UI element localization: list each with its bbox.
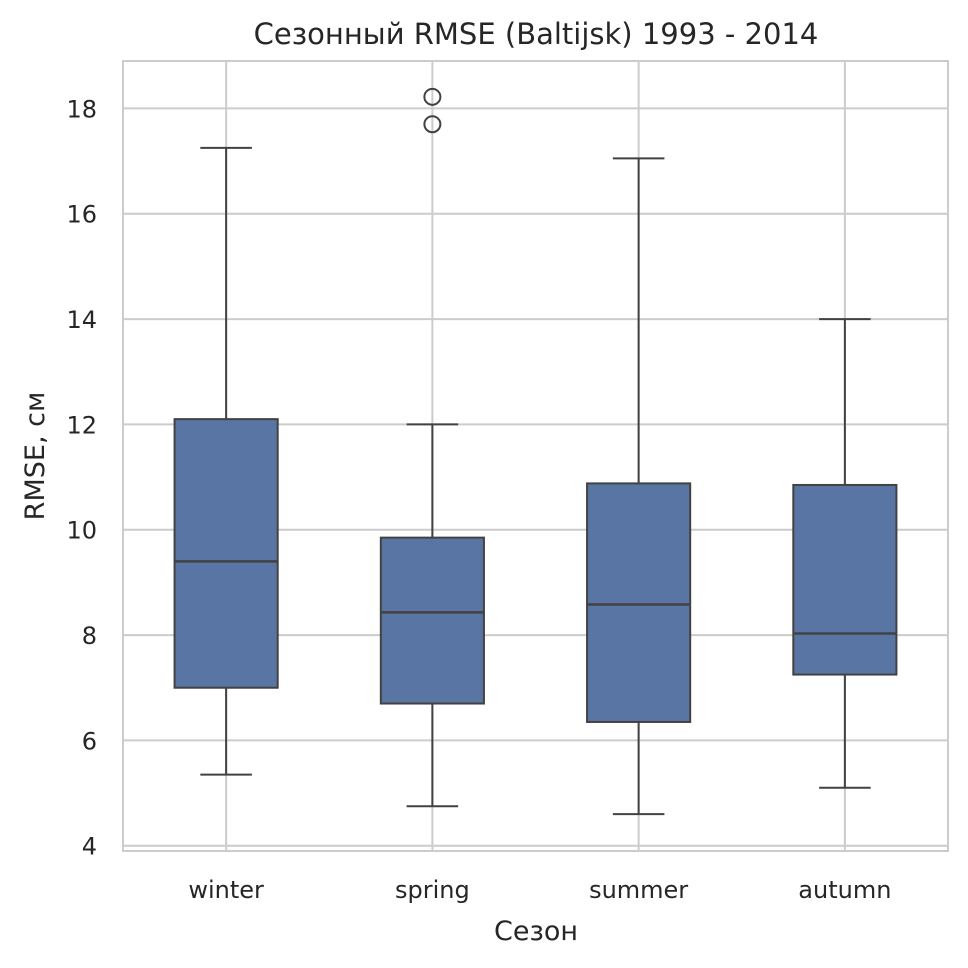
x-tick-label-winter: winter [188,876,264,904]
box-winter [173,418,279,689]
outlier-spring [423,87,442,106]
y-tick-label: 14 [66,306,97,334]
chart-title: Сезонный RMSE (Baltijsk) 1993 - 2014 [254,17,819,51]
x-tick-label-summer: summer [589,876,688,904]
y-tick-label: 12 [66,411,97,439]
y-tick-label: 4 [82,833,97,861]
y-tick-label: 8 [82,622,97,650]
boxes [173,87,898,816]
box-autumn [792,483,898,676]
x-tick-label-spring: spring [395,876,470,904]
tick-labels: 4 6 8 10 12 14 16 18 winter spring summer autumn [66,95,891,904]
y-tick-label: 16 [66,201,97,229]
y-tick-label: 6 [82,727,97,755]
x-axis-label: Сезон [494,916,578,947]
y-tick-label: 18 [66,95,97,123]
box-summer [586,482,692,723]
box-spring [379,536,485,705]
outlier-spring [423,115,442,134]
x-tick-label-autumn: autumn [798,876,891,904]
plot-frame [122,60,949,852]
y-axis-label: RMSE, см [20,392,51,521]
y-tick-label: 10 [66,517,97,545]
